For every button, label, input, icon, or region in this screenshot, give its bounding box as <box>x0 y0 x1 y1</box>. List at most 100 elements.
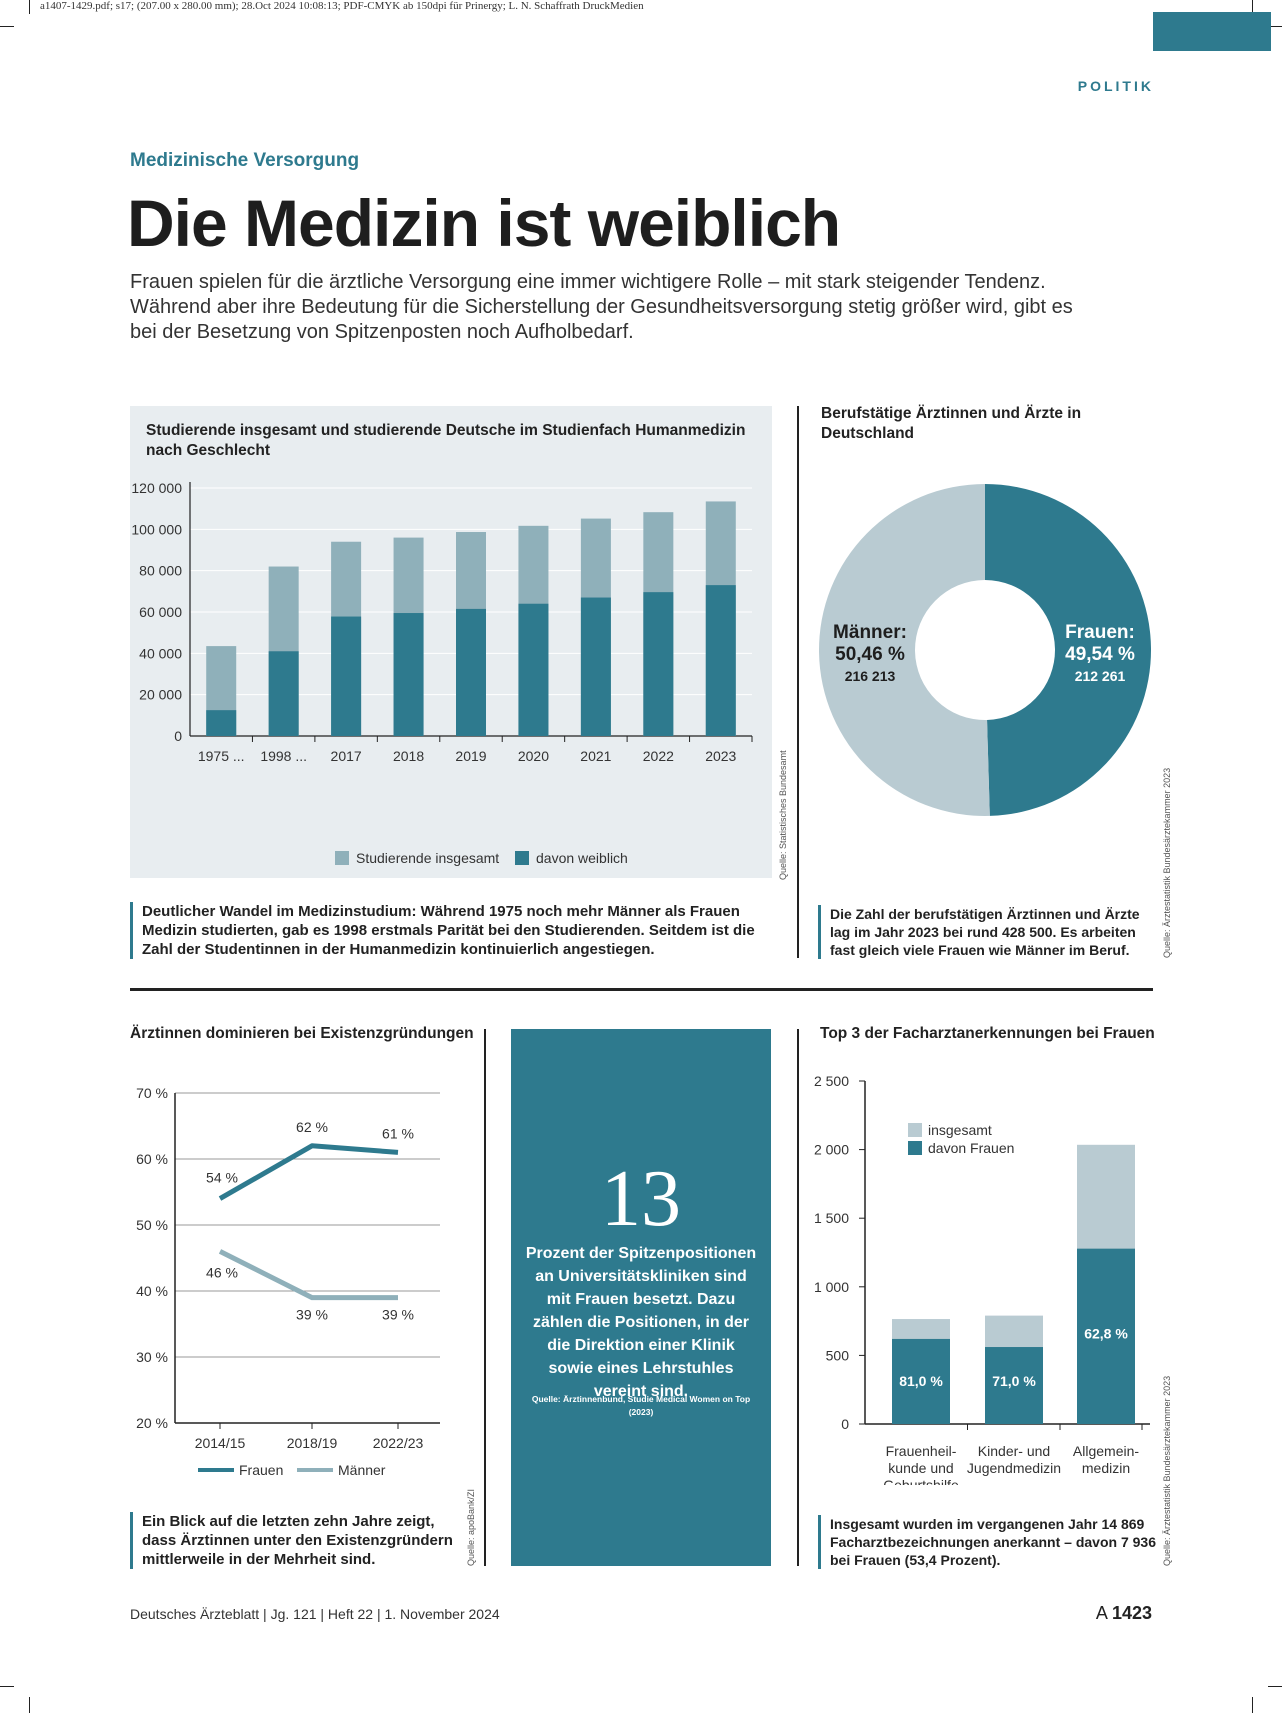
bar-female <box>518 603 549 736</box>
students-caption: Deutlicher Wandel im Medizinstudium: Wäh… <box>130 902 782 959</box>
page-number-value: 1423 <box>1111 1603 1152 1623</box>
crop-mark <box>29 1697 30 1713</box>
headline: Die Medizin ist weiblich <box>127 186 841 260</box>
y-tick-label: 40 % <box>136 1283 168 1299</box>
page-prefix: A <box>1095 1603 1107 1623</box>
legend-swatch <box>335 851 349 865</box>
founders-caption: Ein Blick auf die letzten zehn Jahre zei… <box>130 1512 472 1569</box>
bar-female <box>705 585 736 736</box>
x-tick-label: 1998 ... <box>260 748 307 764</box>
founders-line-chart: 20 % 30 % 40 % 50 % 60 % 70 % 2014/15 2018/19 20… <box>136 1085 440 1478</box>
y-tick-label: 2 500 <box>814 1073 849 1089</box>
bar-female <box>892 1338 950 1424</box>
y-tick-label: 1 000 <box>814 1279 849 1295</box>
slice-name: Frauen: <box>1065 622 1135 643</box>
specialists-source: Quelle: Ärztestatistik Bundesärztekammer… <box>1162 1375 1172 1566</box>
highlight-box: 13 Prozent der Spitzenpositionen an Univ… <box>511 1029 771 1566</box>
x-tick-label: 2014/15 <box>195 1435 246 1451</box>
legend-swatch <box>908 1123 922 1137</box>
specialists-chart-title: Top 3 der Facharztanerkennungen bei Frau… <box>820 1025 1155 1042</box>
section-label: POLITIK <box>1077 78 1154 94</box>
data-label: 54 % <box>206 1170 238 1186</box>
data-label: 62 % <box>296 1119 328 1135</box>
legend-label: Männer <box>338 1462 386 1478</box>
slice-percent: 50,46 % <box>835 644 905 665</box>
x-tick-label: 2022/23 <box>373 1435 424 1451</box>
x-tick-label: 2023 <box>705 748 736 764</box>
slice-name: Männer: <box>833 622 907 643</box>
bar-female <box>393 613 424 736</box>
y-tick-label: 60 % <box>136 1151 168 1167</box>
y-tick-label: 60 000 <box>139 604 182 620</box>
bar-female <box>331 616 362 736</box>
data-label: 39 % <box>382 1307 414 1323</box>
x-tick-label: medizin <box>1082 1460 1130 1476</box>
legend-label: Frauen <box>239 1462 283 1478</box>
section-ribbon <box>1153 12 1271 51</box>
slice-men <box>819 484 990 816</box>
y-tick-label: 20 % <box>136 1415 168 1431</box>
specialists-caption: Insgesamt wurden im vergangenen Jahr 14 … <box>818 1515 1160 1569</box>
highlight-text: Prozent der Spitzenpositionen an Univers… <box>525 1245 757 1400</box>
bar-female <box>1077 1248 1135 1424</box>
y-tick-label: 0 <box>841 1416 849 1432</box>
x-tick-label: Jugendmedizin <box>967 1460 1061 1476</box>
x-tick-label: Kinder- und <box>978 1443 1050 1459</box>
y-tick-label: 500 <box>826 1347 850 1363</box>
doctors-chart-title: Berufstätige Ärztinnen und Ärzte in Deut… <box>821 405 1082 442</box>
doctors-caption: Die Zahl der berufstätigen Ärztinnen und… <box>818 905 1160 959</box>
print-info: a1407-1429.pdf; s17; (207.00 x 280.00 mm… <box>40 0 644 12</box>
y-tick-label: 120 000 <box>131 480 182 496</box>
doctors-source: Quelle: Ärztestatistik Bundesärztekammer… <box>1162 767 1172 958</box>
bar-share-label: 71,0 % <box>992 1373 1036 1389</box>
slice-count: 212 261 <box>1075 668 1126 684</box>
x-tick-label: 2018 <box>393 748 424 764</box>
crop-mark <box>29 0 30 14</box>
slice-women <box>985 484 1152 816</box>
section-divider <box>130 988 1153 991</box>
bar-female <box>206 710 237 736</box>
column-divider <box>797 406 799 958</box>
line-men <box>218 1249 398 1301</box>
data-label: 61 % <box>382 1125 414 1141</box>
crop-mark <box>1268 1686 1282 1687</box>
legend-label: davon weiblich <box>536 850 628 866</box>
founders-chart-title: Ärztinnen dominieren bei Existenzgründun… <box>130 1025 474 1042</box>
data-label: 39 % <box>296 1307 328 1323</box>
y-tick-label: 2 000 <box>814 1142 849 1158</box>
column-divider <box>484 1029 486 1566</box>
x-tick-label: 2020 <box>518 748 549 764</box>
students-chart-title: Studierende insgesamt und studierende De… <box>146 422 746 459</box>
crop-mark <box>1252 1697 1253 1713</box>
x-tick-label: Geburtshilfe <box>883 1477 959 1485</box>
crop-mark <box>0 1686 14 1687</box>
bar-female <box>643 592 674 736</box>
doctors-donut-chart: Frauen:49,54 % 212 261 Männer:50,46 % 216 2… <box>819 484 1152 816</box>
students-bar-chart: 0 20 000 40 000 60 000 80 000 100 000 120 000 1… <box>131 480 753 866</box>
bar-female <box>985 1347 1043 1424</box>
x-tick-label: Allgemein- <box>1073 1443 1139 1459</box>
legend-label: davon Frauen <box>928 1140 1014 1156</box>
slice-count: 216 213 <box>845 668 896 684</box>
y-tick-label: 1 500 <box>814 1210 849 1226</box>
bar-female <box>456 608 486 736</box>
x-tick-label: 2019 <box>455 748 486 764</box>
crop-mark <box>0 26 14 27</box>
y-tick-label: 70 % <box>136 1085 168 1101</box>
y-tick-label: 80 000 <box>139 563 182 579</box>
students-source: Quelle: Statistisches Bundesamt <box>778 750 788 880</box>
column-divider <box>797 1029 799 1566</box>
highlight-source: Quelle: Ärztinnenbund, Studie Medical Wo… <box>531 1394 751 1417</box>
x-tick-label: 2017 <box>331 748 362 764</box>
crop-mark <box>1268 26 1282 27</box>
bar-female <box>268 651 299 736</box>
x-tick-label: Frauenheil- <box>886 1443 957 1459</box>
x-tick-label: 2022 <box>643 748 674 764</box>
y-tick-label: 40 000 <box>139 645 182 661</box>
x-tick-label: 2021 <box>580 748 611 764</box>
y-tick-label: 20 000 <box>139 687 182 703</box>
journal-info: Deutsches Ärzteblatt | Jg. 121 | Heft 22… <box>130 1606 500 1622</box>
y-tick-label: 30 % <box>136 1349 168 1365</box>
y-tick-label: 100 000 <box>131 521 182 537</box>
legend-label: Studierende insgesamt <box>356 850 499 866</box>
